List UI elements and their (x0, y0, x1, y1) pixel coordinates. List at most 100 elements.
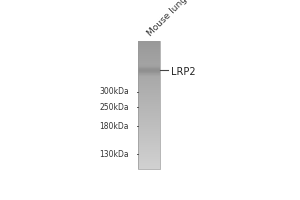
Bar (138, 125, 160, 127)
Bar (138, 42, 160, 43)
Bar (138, 49, 160, 51)
Bar (138, 129, 160, 131)
Bar (138, 100, 160, 101)
Bar (138, 159, 160, 161)
Bar (138, 149, 160, 150)
Bar (138, 64, 160, 65)
Bar (138, 51, 160, 52)
Bar (138, 64, 160, 66)
Bar (138, 147, 160, 149)
Bar (138, 124, 160, 125)
Bar (138, 155, 160, 156)
Bar (138, 76, 160, 78)
Text: LRP2: LRP2 (171, 67, 195, 77)
Text: 300kDa: 300kDa (99, 87, 129, 96)
Bar (138, 110, 160, 112)
Bar (138, 43, 160, 45)
Bar (138, 98, 160, 100)
Bar (138, 91, 160, 92)
Bar (138, 85, 160, 86)
Bar (138, 80, 160, 82)
Bar (138, 77, 160, 79)
Bar (138, 53, 160, 54)
Bar (138, 163, 160, 165)
Bar (138, 97, 160, 99)
Bar (138, 103, 160, 104)
Bar (138, 157, 160, 158)
Bar (138, 140, 160, 141)
Bar (138, 123, 160, 124)
Bar (138, 133, 160, 134)
Bar (138, 112, 160, 114)
Text: 130kDa: 130kDa (99, 150, 129, 159)
Bar (138, 151, 160, 152)
Bar (138, 74, 160, 75)
Bar (138, 139, 160, 140)
Bar (138, 54, 160, 55)
Bar (138, 95, 160, 97)
Bar (138, 119, 160, 120)
Bar (138, 89, 160, 90)
Bar (138, 166, 160, 167)
Bar (138, 71, 160, 72)
Bar (138, 164, 160, 166)
Bar (138, 72, 160, 73)
Bar (138, 55, 160, 56)
Bar (138, 75, 160, 76)
Bar (138, 116, 160, 117)
Bar (138, 41, 160, 169)
Bar (138, 135, 160, 136)
Bar (138, 69, 160, 70)
Bar (138, 102, 160, 103)
Bar (138, 127, 160, 129)
Bar (138, 68, 160, 69)
Bar (138, 130, 160, 132)
Bar (138, 153, 160, 154)
Bar (138, 65, 160, 66)
Bar (138, 128, 160, 130)
Bar (138, 63, 160, 65)
Text: Mouse lung: Mouse lung (146, 0, 189, 38)
Bar (138, 158, 160, 160)
Bar (138, 59, 160, 60)
Bar (138, 56, 160, 57)
Bar (138, 75, 160, 76)
Bar (138, 108, 160, 109)
Bar (138, 44, 160, 46)
Bar (138, 90, 160, 91)
Text: 250kDa: 250kDa (99, 103, 129, 112)
Bar (138, 121, 160, 122)
Bar (138, 120, 160, 121)
Bar (138, 144, 160, 146)
Bar (138, 162, 160, 164)
Bar (138, 86, 160, 87)
Bar (138, 161, 160, 163)
Bar (138, 126, 160, 128)
Bar (138, 142, 160, 144)
Bar (138, 57, 160, 58)
Bar (138, 93, 160, 95)
Bar (138, 45, 160, 47)
Bar (138, 65, 160, 67)
Bar (138, 70, 160, 71)
Bar (138, 68, 160, 69)
Bar (138, 88, 160, 89)
Bar (138, 101, 160, 102)
Bar (138, 150, 160, 151)
Bar (138, 109, 160, 111)
Text: 180kDa: 180kDa (99, 122, 129, 131)
Bar (138, 134, 160, 135)
Bar (138, 52, 160, 53)
Bar (138, 94, 160, 96)
Bar (138, 146, 160, 148)
Bar (138, 82, 160, 84)
Bar (138, 67, 160, 68)
Bar (138, 154, 160, 155)
Bar (138, 79, 160, 81)
Bar (138, 138, 160, 139)
Bar (138, 131, 160, 133)
Bar (138, 47, 160, 49)
Bar (138, 145, 160, 147)
Bar (138, 105, 160, 106)
Bar (138, 111, 160, 113)
